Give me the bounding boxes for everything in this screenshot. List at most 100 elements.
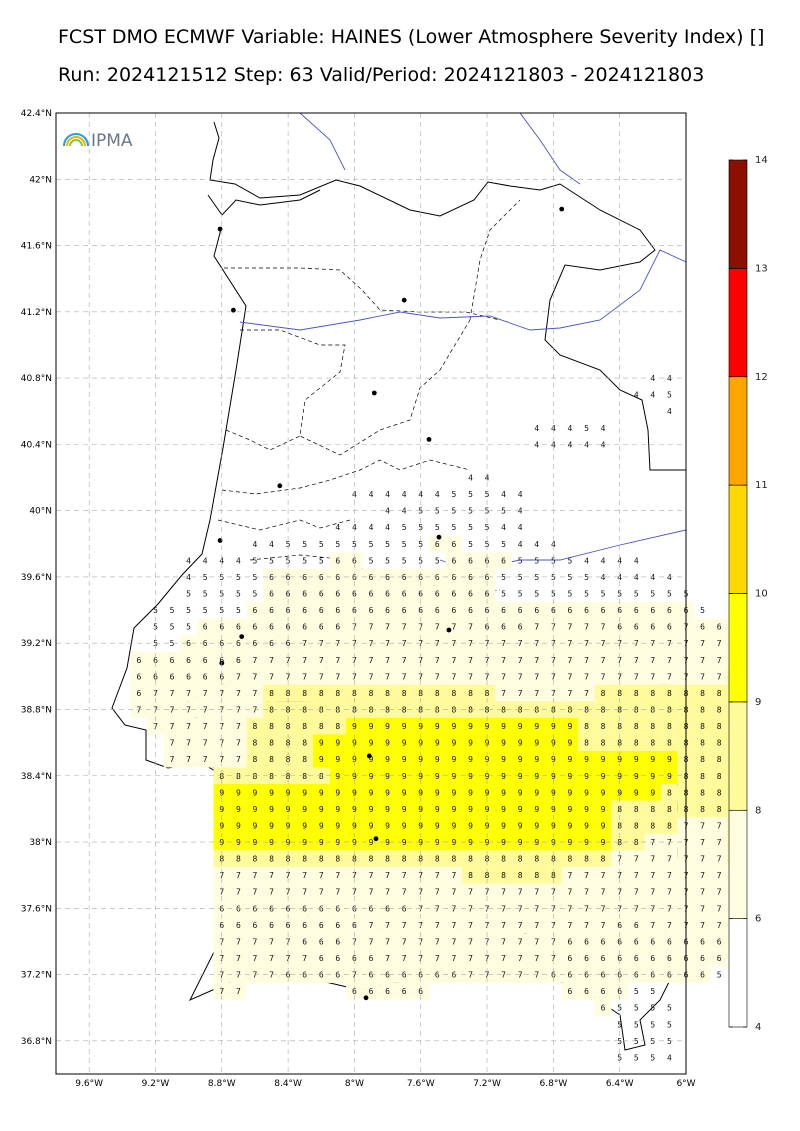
grid-cell (246, 684, 264, 702)
grid-cell (495, 552, 512, 569)
grid-cell (628, 933, 645, 950)
grid-cell (329, 750, 347, 768)
grid-cell (230, 668, 247, 685)
grid-cell (445, 784, 463, 801)
grid-value: 7 (402, 937, 407, 946)
grid-value: 6 (468, 590, 473, 599)
grid-value: 7 (451, 921, 456, 930)
grid-value: 6 (518, 623, 523, 632)
grid-value: 9 (385, 788, 390, 797)
grid-value: 9 (269, 788, 274, 797)
grid-value: 9 (335, 822, 340, 831)
grid-cell (661, 601, 678, 619)
grid-value: 9 (584, 755, 589, 764)
grid-value: 7 (634, 656, 639, 665)
grid-value: 6 (219, 656, 224, 665)
grid-value: 5 (236, 606, 241, 615)
grid-cell (495, 817, 512, 834)
grid-cell (644, 933, 662, 950)
grid-value: 9 (501, 822, 506, 831)
grid-cell (462, 601, 479, 619)
grid-value: 7 (634, 888, 639, 897)
grid-value: 6 (700, 623, 705, 632)
grid-value: 7 (451, 888, 456, 897)
city-marker (446, 627, 452, 633)
grid-cell (130, 684, 148, 702)
grid-cell (611, 734, 628, 751)
grid-cell (594, 933, 612, 950)
grid-cell (644, 717, 662, 735)
grid-value: 7 (485, 672, 490, 681)
colorbar-label: 13 (755, 263, 768, 274)
grid-value: 5 (650, 1020, 655, 1029)
grid-value: 9 (451, 805, 456, 814)
grid-value: 7 (717, 921, 722, 930)
grid-value: 8 (369, 689, 374, 698)
grid-value: 6 (269, 573, 274, 582)
grid-value: 7 (236, 954, 241, 963)
grid-cell (561, 933, 579, 950)
grid-cell (279, 750, 297, 768)
grid-value: 7 (617, 871, 622, 880)
grid-value: 5 (203, 590, 208, 599)
grid-value: 5 (667, 1020, 672, 1029)
grid-cell (578, 800, 595, 818)
grid-value: 8 (667, 788, 672, 797)
grid-value: 7 (518, 639, 523, 648)
grid-cell (329, 817, 347, 834)
grid-cell (628, 734, 645, 751)
grid-cell (661, 651, 678, 669)
grid-value: 9 (650, 772, 655, 781)
city-marker (277, 483, 283, 489)
grid-cell (511, 651, 529, 669)
grid-cell (395, 883, 413, 901)
grid-value: 9 (435, 838, 440, 847)
grid-cell (628, 618, 645, 635)
grid-cell (511, 618, 529, 635)
grid-cell (694, 800, 711, 818)
grid-value: 5 (634, 1053, 639, 1062)
grid-value: 7 (518, 689, 523, 698)
grid-value: 5 (518, 590, 523, 599)
grid-cell (263, 585, 280, 602)
grid-value: 6 (369, 573, 374, 582)
grid-cell (429, 618, 446, 635)
grid-value: 5 (468, 507, 473, 516)
grid-cell (495, 668, 512, 685)
grid-value: 6 (319, 573, 324, 582)
grid-value: 6 (402, 971, 407, 980)
grid-value: 7 (650, 871, 655, 880)
grid-value: 9 (518, 722, 523, 731)
grid-value: 5 (501, 540, 506, 549)
grid-cell (379, 701, 396, 718)
grid-value: 7 (369, 639, 374, 648)
grid-value: 4 (650, 573, 655, 582)
grid-value: 6 (601, 971, 606, 980)
grid-value: 5 (518, 573, 523, 582)
grid-value: 6 (418, 971, 423, 980)
grid-value: 7 (335, 639, 340, 648)
grid-cell (395, 767, 413, 785)
grid-value: 7 (617, 656, 622, 665)
grid-value: 9 (435, 722, 440, 731)
grid-value: 5 (667, 391, 672, 400)
grid-cell (246, 750, 264, 768)
grid-cell (495, 618, 512, 635)
grid-cell (296, 734, 313, 751)
grid-value: 6 (617, 971, 622, 980)
city-marker (366, 753, 372, 759)
grid-value: 7 (667, 639, 672, 648)
grid-value: 9 (435, 739, 440, 748)
grid-cell (263, 883, 280, 901)
grid-cell (644, 734, 662, 751)
grid-value: 7 (534, 971, 539, 980)
grid-cell (561, 982, 579, 1000)
grid-cell (429, 601, 446, 619)
grid-value: 4 (252, 540, 257, 549)
grid-cell (644, 817, 662, 834)
grid-value: 9 (302, 805, 307, 814)
grid-value: 4 (534, 540, 539, 549)
grid-cell (379, 850, 396, 867)
grid-cell (511, 634, 529, 652)
grid-value: 7 (418, 672, 423, 681)
